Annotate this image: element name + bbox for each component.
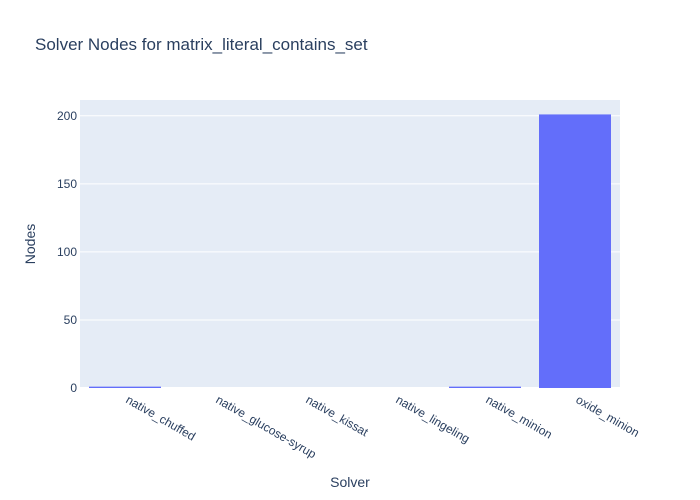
x-tick-label: native_minion — [484, 392, 555, 441]
bar-native_chuffed — [89, 386, 161, 388]
plot-area — [80, 100, 620, 388]
y-tick-label: 100 — [57, 245, 77, 259]
x-tick-label: native_lingeling — [394, 392, 473, 445]
bars — [89, 114, 611, 389]
y-tick-label: 200 — [57, 109, 77, 123]
y-tick-label: 0 — [70, 381, 77, 395]
x-tick-labels: native_chuffed native_glucose-syrupnative… — [124, 392, 642, 461]
x-tick-label: native_kissat — [304, 392, 372, 439]
y-tick-labels: 0 50 100 150 200 — [57, 109, 77, 395]
x-tick-label: oxide_minion — [574, 392, 642, 439]
x-axis-title: Solver — [330, 474, 370, 490]
y-axis-title: Nodes — [22, 224, 38, 264]
y-tick-label: 150 — [57, 177, 77, 191]
chart-title: Solver Nodes for matrix_literal_contains… — [35, 35, 368, 54]
x-tick-label: native_chuffed — [124, 392, 198, 443]
y-tick-label: 50 — [64, 313, 78, 327]
bar-native_minion — [449, 386, 521, 388]
bar-oxide_minion — [539, 114, 611, 389]
gridlines — [80, 115, 620, 389]
x-tick-label: native_glucose-syrup — [214, 392, 319, 461]
